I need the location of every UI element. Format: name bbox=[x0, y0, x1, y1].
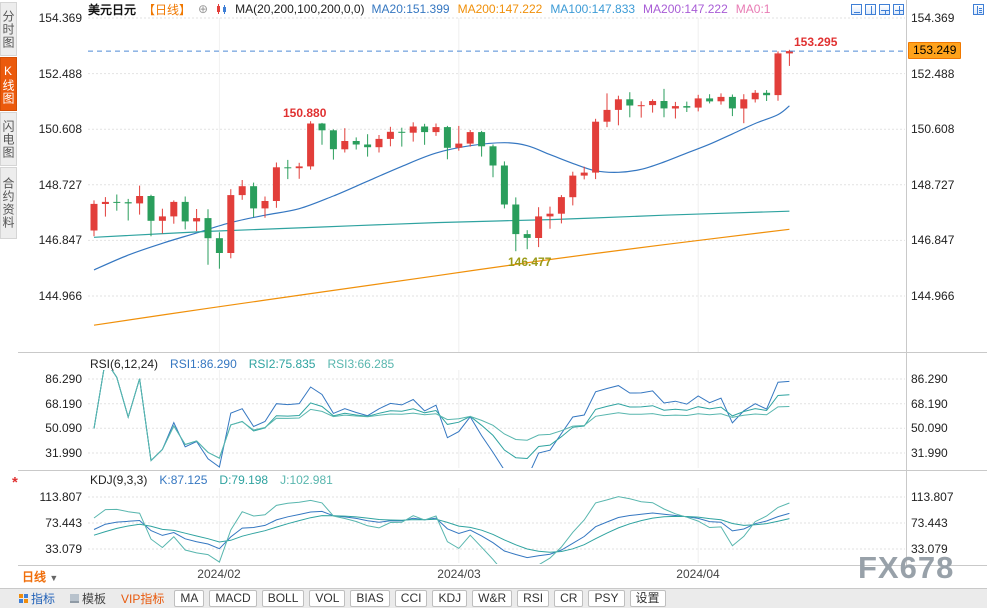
toolbar-button-cr[interactable]: CR bbox=[554, 590, 584, 607]
indicators-icon bbox=[19, 594, 28, 603]
price-annotation: 150.880 bbox=[283, 106, 327, 120]
price-tick-label: 152.488 bbox=[38, 67, 82, 81]
legend-item: RSI2:75.835 bbox=[248, 357, 316, 371]
kdj-tick-label: 73.443 bbox=[911, 516, 948, 530]
rsi-legend: RSI1:86.290 RSI2:75.835 RSI3:66.285 bbox=[170, 357, 406, 371]
ma-value: MA0:1 bbox=[735, 2, 771, 16]
ma-value: MA100:147.833 bbox=[550, 2, 636, 16]
add-indicator-icon[interactable]: ⊕ bbox=[198, 2, 209, 16]
rsi-title: RSI(6,12,24) bbox=[90, 357, 159, 371]
kdj-tick-label: 33.079 bbox=[911, 542, 948, 556]
layout-single-icon[interactable] bbox=[851, 4, 862, 15]
sidebar-tab-time-chart[interactable]: 分时图 bbox=[0, 2, 17, 56]
toolbar-button-macd[interactable]: MACD bbox=[209, 590, 257, 607]
rsi-tick-label: 86.290 bbox=[911, 372, 948, 386]
price-annotation: 146.477 bbox=[508, 255, 552, 269]
layout-three-pane-icon[interactable] bbox=[879, 4, 890, 15]
price-tick-label: 148.727 bbox=[38, 178, 82, 192]
toolbar-button-rsi[interactable]: RSI bbox=[517, 590, 550, 607]
x-axis-label: 2024/02 bbox=[197, 567, 241, 581]
rsi-tick-label: 31.990 bbox=[911, 446, 948, 460]
chart-header: 美元日元 【日线】 ⊕ MA(20,200,100,200,0,0) MA20:… bbox=[88, 1, 778, 17]
toolbar-button-psy[interactable]: PSY bbox=[588, 590, 625, 607]
price-tick-label: 146.847 bbox=[38, 233, 82, 247]
sidebar-tab-flash-chart[interactable]: 闪电图 bbox=[0, 112, 17, 166]
price-tick-label: 154.369 bbox=[38, 11, 82, 25]
kdj-pane-header: KDJ(9,3,3) K:87.125 D:79.198 J:102.981 bbox=[90, 473, 345, 487]
toolbar-button-ma[interactable]: MA bbox=[174, 590, 205, 607]
rsi-tick-label: 68.190 bbox=[45, 397, 82, 411]
toolbar-button-kdj[interactable]: KDJ bbox=[432, 590, 468, 607]
price-tick-label: 150.608 bbox=[38, 122, 82, 136]
price-tick-label: 148.727 bbox=[911, 178, 955, 192]
toolbar-button-cci[interactable]: CCI bbox=[394, 590, 428, 607]
symbol-title: 美元日元 bbox=[88, 2, 137, 17]
sidebar-tab-contract-info[interactable]: 合约资料 bbox=[0, 167, 17, 239]
ma-value: MA200:147.222 bbox=[457, 2, 543, 16]
legend-item: RSI3:66.285 bbox=[327, 357, 395, 371]
legend-item: D:79.198 bbox=[219, 473, 269, 487]
toolbar-button-wr[interactable]: W&R bbox=[472, 590, 513, 607]
price-tick-label: 146.847 bbox=[911, 233, 955, 247]
legend-item: RSI1:86.290 bbox=[170, 357, 237, 371]
ma-settings-label: MA(20,200,100,200,0,0) bbox=[235, 2, 365, 16]
kdj-settings-icon[interactable]: * bbox=[12, 474, 18, 491]
toolbar-tab-templates[interactable]: 模板 bbox=[65, 590, 111, 608]
rsi-tick-label: 86.290 bbox=[45, 372, 82, 386]
price-tick-label: 154.369 bbox=[911, 11, 955, 25]
price-tick-label: 144.966 bbox=[38, 289, 82, 303]
ma-values: MA20:151.399 MA200:147.222 MA100:147.833 MA… bbox=[372, 2, 779, 16]
kdj-tick-label: 73.443 bbox=[45, 516, 82, 530]
toolbar-tab-vip-indicators[interactable]: VIP指标 bbox=[116, 590, 169, 608]
rsi-tick-label: 50.090 bbox=[45, 421, 82, 435]
legend-item: K:87.125 bbox=[159, 473, 208, 487]
toolbar-tab-label: 指标 bbox=[31, 592, 56, 606]
bottom-toolbar: 指标 模板 VIP指标 MA MACD BOLL VOL BIAS CCI KDJ W&R RSI CR… bbox=[0, 588, 987, 608]
price-annotation: 153.295 bbox=[794, 35, 838, 49]
period-selector-label: 日线 bbox=[22, 570, 47, 584]
kdj-tick-label: 113.807 bbox=[39, 490, 83, 504]
templates-icon bbox=[70, 594, 80, 603]
period-tag[interactable]: 【日线】 bbox=[143, 2, 192, 17]
kdj-legend: K:87.125 D:79.198 J:102.981 bbox=[159, 473, 344, 487]
layout-two-pane-icon[interactable] bbox=[865, 4, 876, 15]
collapse-panel-icon[interactable] bbox=[973, 4, 984, 15]
price-tick-label: 150.608 bbox=[911, 122, 955, 136]
kdj-tick-label: 33.079 bbox=[45, 542, 82, 556]
toolbar-button-settings[interactable]: 设置 bbox=[629, 590, 666, 607]
rsi-tick-label: 50.090 bbox=[911, 421, 948, 435]
period-selector-tab[interactable]: 日线 ▼ bbox=[22, 568, 58, 585]
rsi-tick-label: 68.190 bbox=[911, 397, 948, 411]
price-tick-label: 144.966 bbox=[911, 289, 955, 303]
rsi-tick-label: 31.990 bbox=[45, 446, 82, 460]
sidebar-tab-kline-chart[interactable]: K线图 bbox=[0, 57, 17, 111]
price-tick-label: 152.488 bbox=[911, 67, 955, 81]
toolbar-button-bias[interactable]: BIAS bbox=[350, 590, 390, 607]
kdj-tick-label: 113.807 bbox=[911, 490, 954, 504]
caret-down-icon: ▼ bbox=[49, 573, 59, 583]
x-axis-label: 2024/03 bbox=[437, 567, 481, 581]
kdj-title: KDJ(9,3,3) bbox=[90, 473, 148, 487]
x-axis-label: 2024/04 bbox=[676, 567, 720, 581]
watermark: FX678 bbox=[858, 550, 955, 585]
last-price-box: 153.249 bbox=[908, 42, 962, 59]
layout-four-pane-icon[interactable] bbox=[893, 4, 904, 15]
ma-value: MA200:147.222 bbox=[643, 2, 728, 16]
mini-candlestick-icon[interactable] bbox=[215, 3, 228, 16]
toolbar-button-boll[interactable]: BOLL bbox=[261, 590, 305, 607]
rsi-pane-header: RSI(6,12,24) RSI1:86.290 RSI2:75.835 RSI3:… bbox=[90, 357, 406, 371]
toolbar-tab-label: 模板 bbox=[82, 592, 107, 606]
ma-value: MA20:151.399 bbox=[371, 2, 450, 16]
toolbar-tab-label: VIP指标 bbox=[121, 592, 165, 606]
toolbar-button-vol[interactable]: VOL bbox=[309, 590, 346, 607]
legend-item: J:102.981 bbox=[280, 473, 333, 487]
toolbar-tab-indicators[interactable]: 指标 bbox=[14, 590, 60, 608]
